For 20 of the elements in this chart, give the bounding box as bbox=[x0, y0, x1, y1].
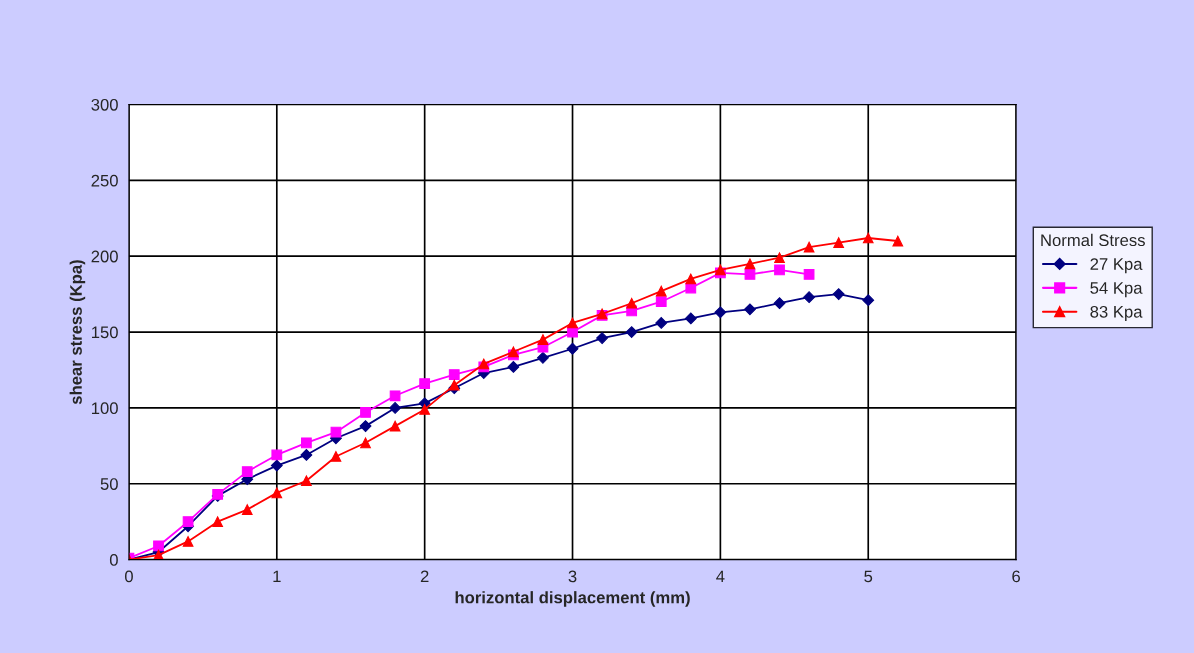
y-tick-label: 200 bbox=[91, 250, 118, 263]
x-tick-label: 2 bbox=[420, 570, 429, 583]
legend-title: Normal Stress bbox=[1041, 233, 1145, 247]
x-tick-label: 1 bbox=[273, 570, 281, 583]
x-tick-label: 3 bbox=[568, 570, 577, 583]
y-tick-label: 100 bbox=[92, 402, 118, 415]
y-tick-label: 250 bbox=[91, 174, 118, 187]
y-tick-label: 0 bbox=[109, 554, 118, 566]
x-axis-title: horizontal displacement (mm) bbox=[455, 591, 690, 607]
legend-label: 27 Kpa bbox=[1090, 258, 1143, 274]
y-tick-label: 150 bbox=[92, 326, 118, 339]
x-tick-label: 5 bbox=[864, 570, 873, 583]
y-axis-title: shear stress (Kpa) bbox=[69, 260, 86, 405]
x-tick-label: 0 bbox=[124, 570, 133, 583]
x-tick-label: 4 bbox=[716, 570, 725, 583]
y-tick-label: 300 bbox=[91, 98, 118, 111]
x-tick-label: 6 bbox=[1012, 570, 1020, 583]
y-tick-label: 50 bbox=[100, 478, 118, 490]
legend-label: 54 Kpa bbox=[1090, 282, 1143, 298]
legend-label: 83 Kpa bbox=[1090, 305, 1143, 322]
